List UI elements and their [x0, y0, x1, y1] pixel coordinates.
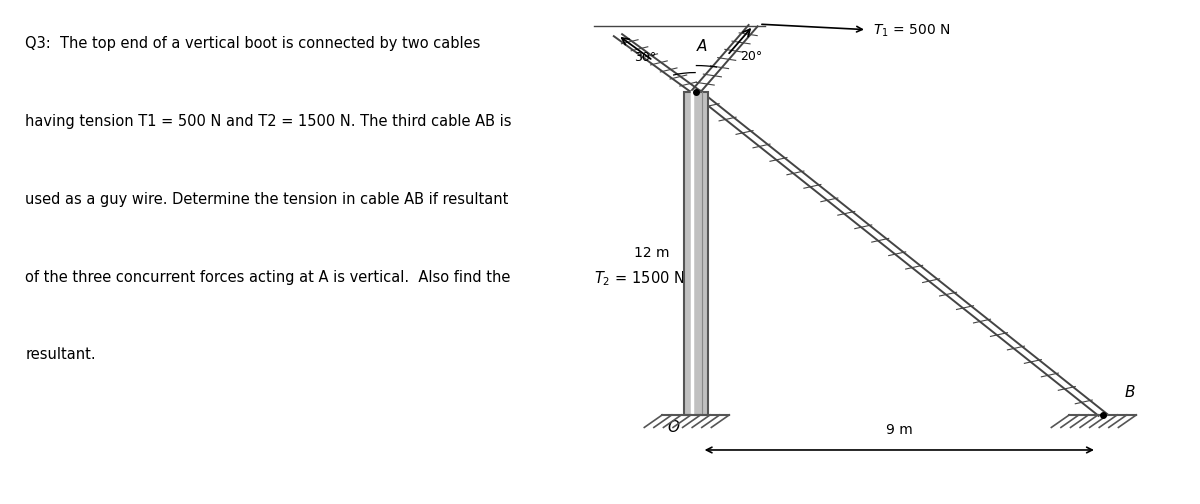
Text: O: O [667, 420, 679, 435]
Text: Q3:  The top end of a vertical boot is connected by two cables: Q3: The top end of a vertical boot is co… [25, 36, 481, 51]
Text: $T_2$ = 1500 N: $T_2$ = 1500 N [594, 270, 685, 288]
Text: 9 m: 9 m [886, 423, 913, 437]
Text: A: A [696, 39, 707, 54]
Polygon shape [684, 92, 708, 415]
Text: 20°: 20° [739, 50, 762, 63]
Text: used as a guy wire. Determine the tension in cable AB if resultant: used as a guy wire. Determine the tensio… [25, 192, 509, 207]
Text: having tension T1 = 500 N and T2 = 1500 N. The third cable AB is: having tension T1 = 500 N and T2 = 1500 … [25, 114, 512, 129]
Text: 30°: 30° [635, 51, 656, 64]
Text: resultant.: resultant. [25, 347, 96, 362]
Text: $T_1$ = 500 N: $T_1$ = 500 N [872, 23, 950, 39]
Text: B: B [1124, 385, 1135, 400]
Text: 12 m: 12 m [634, 246, 670, 260]
Text: of the three concurrent forces acting at A is vertical.  Also find the: of the three concurrent forces acting at… [25, 270, 511, 285]
